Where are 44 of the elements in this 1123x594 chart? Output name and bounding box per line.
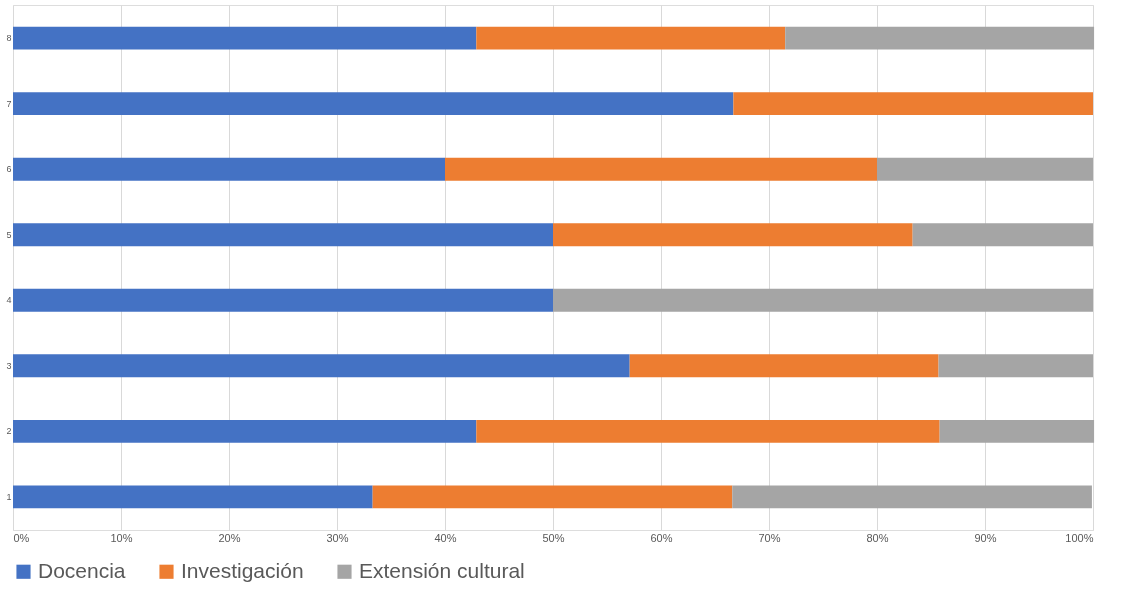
bar [939, 419, 1095, 443]
y-tick-label: 4 [6, 295, 12, 306]
bar [476, 26, 786, 50]
y-tick-label: 1 [6, 491, 12, 502]
x-tick-label: 60% [650, 531, 673, 544]
x-tick-label: 10% [110, 531, 133, 544]
y-tick-label: 7 [6, 98, 12, 109]
x-tick-label: 0% [13, 531, 30, 544]
legend-label: Docencia [38, 558, 126, 582]
bar [629, 354, 939, 378]
y-tick-label: 6 [6, 164, 12, 175]
legend-label: Investigación [181, 558, 304, 582]
x-tick-label: 100% [1065, 531, 1094, 544]
y-tick-label: 5 [6, 229, 12, 240]
y-tick-label: 2 [6, 426, 12, 437]
bar [13, 92, 734, 116]
bar [372, 485, 733, 509]
bar [938, 354, 1093, 378]
x-tick-label: 70% [758, 531, 781, 544]
bar [553, 223, 913, 247]
x-tick-label: 90% [974, 531, 997, 544]
bar [13, 419, 477, 443]
x-tick-label: 30% [326, 531, 349, 544]
bar [13, 485, 373, 509]
bar [553, 288, 1093, 312]
bar [445, 157, 877, 181]
y-tick-label: 8 [6, 33, 12, 44]
bar [912, 223, 1093, 247]
bar [733, 92, 1093, 116]
bar [13, 157, 445, 181]
x-tick-label: 40% [434, 531, 457, 544]
bar [785, 26, 1095, 50]
x-tick-label: 80% [866, 531, 889, 544]
bar [13, 26, 477, 50]
y-tick-label: 3 [6, 360, 12, 371]
bar [13, 223, 553, 247]
bar [877, 157, 1093, 181]
bar [476, 419, 940, 443]
legend-label: Extensión cultural [359, 558, 525, 582]
bar [732, 485, 1092, 509]
x-tick-label: 20% [218, 531, 241, 544]
bar [13, 354, 630, 378]
bar [13, 288, 553, 312]
x-tick-label: 50% [542, 531, 565, 544]
